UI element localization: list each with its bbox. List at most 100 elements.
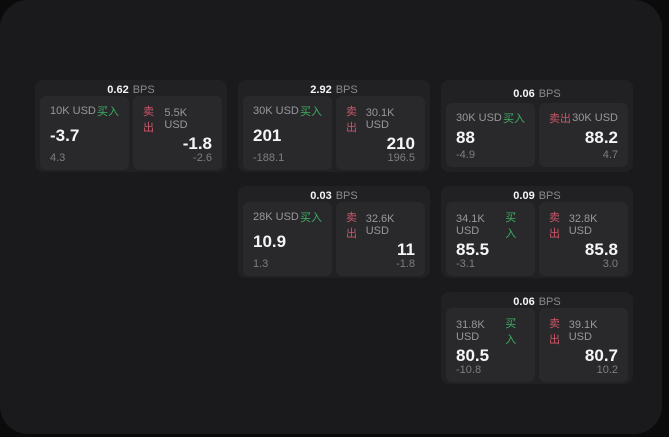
- bps-header: 0.62 BPS: [40, 84, 222, 96]
- buy-delta-value: -188.1: [253, 152, 285, 164]
- bps-header: 0.06 BPS: [446, 84, 628, 103]
- bps-header: 0.03 BPS: [243, 190, 425, 202]
- sell-price-value: 85.8: [584, 240, 618, 259]
- sell-label: 卖出: [346, 106, 357, 134]
- sell-delta-value: 196.5: [387, 152, 415, 164]
- quote-tiles: 30K USD 买入 88 -4.9 卖出 30K USD 88.2 4.7: [446, 103, 628, 167]
- cards-grid: 0.62 BPS 10K USD 买入 -3.7 4.3 卖出 5.5K USD…: [35, 80, 633, 384]
- sell-panel[interactable]: 卖出 5.5K USD -1.8 -2.6: [133, 96, 222, 170]
- buy-panel[interactable]: 10K USD 买入 -3.7 4.3: [40, 96, 129, 170]
- sell-panel-top: 卖出 39.1K USD: [549, 315, 618, 347]
- sell-notional-amount: 32.6K USD: [365, 213, 395, 237]
- sell-panel-top: 卖出 5.5K USD: [143, 103, 212, 135]
- quote-card: 2.92 BPS 30K USD 买入 201 -188.1 卖出 30.1K …: [238, 80, 430, 172]
- sell-label: 卖出: [549, 318, 560, 346]
- quote-tiles: 10K USD 买入 -3.7 4.3 卖出 5.5K USD -1.8 -2.…: [40, 96, 222, 170]
- sell-notional-amount: 30.1K USD: [365, 107, 395, 131]
- sell-delta-value: -1.8: [396, 258, 415, 270]
- buy-delta-value: -4.9: [456, 149, 475, 161]
- buy-price-value: 10.9: [253, 232, 287, 251]
- buy-label: 买入: [97, 106, 119, 118]
- bps-unit-label: BPS: [132, 84, 155, 96]
- buy-label: 买入: [503, 113, 525, 125]
- sell-delta-value: 3.0: [602, 258, 618, 270]
- sell-label: 卖出: [549, 113, 571, 125]
- quote-tiles: 28K USD 买入 10.9 1.3 卖出 32.6K USD 11 -1.8: [243, 202, 425, 276]
- buy-panel-top: 30K USD 买入: [253, 103, 322, 119]
- sell-panel-top: 卖出 32.6K USD: [346, 209, 415, 241]
- bps-unit-label: BPS: [538, 296, 561, 308]
- sell-panel[interactable]: 卖出 32.6K USD 11 -1.8: [336, 202, 425, 276]
- buy-panel[interactable]: 31.8K USD 买入 80.5 -10.8: [446, 308, 535, 382]
- buy-panel[interactable]: 28K USD 买入 10.9 1.3: [243, 202, 332, 276]
- buy-label: 买入: [505, 212, 517, 240]
- bps-value: 0.03: [310, 190, 332, 202]
- quote-card: 0.62 BPS 10K USD 买入 -3.7 4.3 卖出 5.5K USD…: [35, 80, 227, 172]
- buy-price-value: 201: [253, 126, 282, 145]
- buy-notional-amount: 30K USD: [456, 112, 502, 124]
- buy-delta-value: -3.1: [456, 258, 475, 270]
- quote-card: 0.06 BPS 30K USD 买入 88 -4.9 卖出 30K USD 8…: [441, 80, 633, 172]
- bps-unit-label: BPS: [335, 84, 358, 96]
- bps-header: 0.06 BPS: [446, 296, 628, 308]
- sell-price-value: -1.8: [182, 134, 212, 153]
- buy-notional-amount: 31.8K USD: [456, 319, 485, 343]
- sell-label: 卖出: [346, 212, 357, 240]
- bps-value: 0.06: [513, 296, 535, 308]
- sell-label: 卖出: [549, 212, 560, 240]
- buy-price-value: 85.5: [456, 240, 490, 259]
- buy-panel[interactable]: 30K USD 买入 201 -188.1: [243, 96, 332, 170]
- sell-panel-top: 卖出 30K USD: [549, 110, 618, 126]
- buy-panel-top: 10K USD 买入: [50, 103, 119, 119]
- sell-notional-amount: 32.8K USD: [568, 213, 598, 237]
- buy-label: 买入: [505, 318, 517, 346]
- sell-panel[interactable]: 卖出 32.8K USD 85.8 3.0: [539, 202, 628, 276]
- buy-notional-amount: 28K USD: [253, 211, 299, 223]
- bps-value: 0.06: [513, 87, 535, 100]
- bps-header: 2.92 BPS: [243, 84, 425, 96]
- sell-panel-top: 卖出 32.8K USD: [549, 209, 618, 241]
- buy-label: 买入: [300, 106, 322, 118]
- quote-tiles: 31.8K USD 买入 80.5 -10.8 卖出 39.1K USD 80.…: [446, 308, 628, 382]
- buy-panel-top: 30K USD 买入: [456, 110, 525, 126]
- sell-price-value: 88.2: [584, 128, 618, 147]
- buy-panel[interactable]: 34.1K USD 买入 85.5 -3.1: [446, 202, 535, 276]
- sell-delta-value: -2.6: [193, 152, 212, 164]
- buy-panel-top: 28K USD 买入: [253, 209, 322, 225]
- bps-unit-label: BPS: [335, 190, 358, 202]
- quote-card: 0.03 BPS 28K USD 买入 10.9 1.3 卖出 32.6K US…: [238, 186, 430, 278]
- sell-price-value: 210: [386, 134, 415, 153]
- quote-tiles: 34.1K USD 买入 85.5 -3.1 卖出 32.8K USD 85.8…: [446, 202, 628, 276]
- quote-tiles: 30K USD 买入 201 -188.1 卖出 30.1K USD 210 1…: [243, 96, 425, 170]
- bps-header: 0.09 BPS: [446, 190, 628, 202]
- buy-price-value: 88: [456, 128, 475, 147]
- sell-panel[interactable]: 卖出 30K USD 88.2 4.7: [539, 103, 628, 167]
- sell-price-value: 11: [397, 240, 415, 259]
- buy-notional-amount: 34.1K USD: [456, 213, 485, 237]
- sell-delta-value: 4.7: [602, 149, 618, 161]
- buy-label: 买入: [300, 212, 322, 224]
- sell-notional-amount: 39.1K USD: [568, 319, 598, 343]
- buy-price-value: -3.7: [50, 126, 80, 145]
- buy-panel[interactable]: 30K USD 买入 88 -4.9: [446, 103, 535, 167]
- sell-panel-top: 卖出 30.1K USD: [346, 103, 415, 135]
- buy-panel-top: 34.1K USD 买入: [456, 209, 525, 241]
- bps-unit-label: BPS: [538, 87, 561, 100]
- buy-price-value: 80.5: [456, 346, 490, 365]
- bps-value: 2.92: [310, 84, 332, 96]
- buy-delta-value: 1.3: [253, 258, 269, 270]
- buy-delta-value: 4.3: [50, 152, 66, 164]
- sell-notional-amount: 30K USD: [572, 112, 618, 124]
- buy-notional-amount: 10K USD: [50, 105, 96, 117]
- sell-price-value: 80.7: [584, 346, 618, 365]
- bps-value: 0.09: [513, 190, 535, 202]
- buy-delta-value: -10.8: [456, 364, 482, 376]
- quote-card: 0.06 BPS 31.8K USD 买入 80.5 -10.8 卖出 39.1…: [441, 292, 633, 384]
- quote-card: 0.09 BPS 34.1K USD 买入 85.5 -3.1 卖出 32.8K…: [441, 186, 633, 278]
- sell-panel[interactable]: 卖出 39.1K USD 80.7 10.2: [539, 308, 628, 382]
- bps-value: 0.62: [107, 84, 129, 96]
- buy-panel-top: 31.8K USD 买入: [456, 315, 525, 347]
- sell-panel[interactable]: 卖出 30.1K USD 210 196.5: [336, 96, 425, 170]
- buy-notional-amount: 30K USD: [253, 105, 299, 117]
